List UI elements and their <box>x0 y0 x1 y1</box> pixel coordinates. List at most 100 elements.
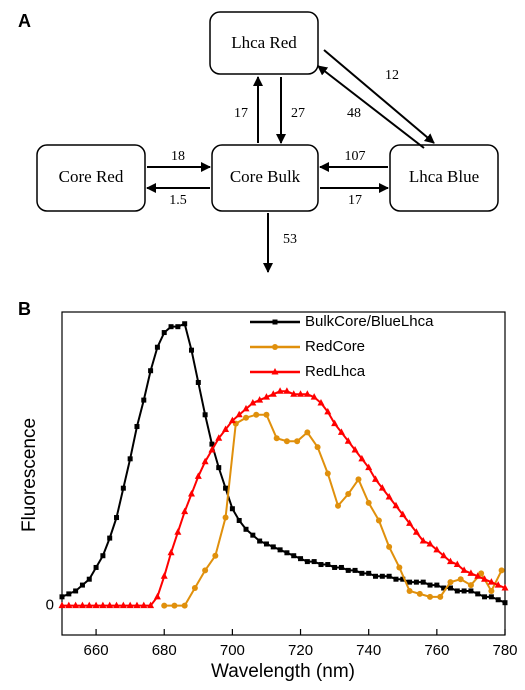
panel-label: B <box>18 299 31 319</box>
marker <box>337 428 345 435</box>
marker <box>345 567 351 573</box>
node-label: Lhca Blue <box>409 167 479 186</box>
marker <box>396 564 403 571</box>
legend-marker <box>272 319 278 325</box>
x-axis-label: Wavelength (nm) <box>211 661 355 682</box>
marker <box>407 579 413 585</box>
marker <box>153 592 161 600</box>
marker <box>344 437 352 444</box>
marker <box>335 502 342 509</box>
marker <box>501 584 509 591</box>
marker <box>65 601 73 609</box>
marker <box>461 588 467 594</box>
marker <box>488 594 494 600</box>
marker <box>175 324 181 330</box>
marker <box>99 601 107 609</box>
marker <box>148 368 154 374</box>
marker <box>420 579 426 585</box>
marker <box>359 570 365 576</box>
node: Lhca Blue <box>389 144 499 212</box>
node-label: Core Red <box>59 167 124 186</box>
marker <box>154 344 160 350</box>
x-tick-label: 700 <box>220 642 245 659</box>
marker <box>427 593 434 600</box>
marker <box>294 438 301 445</box>
series-line <box>164 413 503 607</box>
marker <box>140 601 148 609</box>
arrow <box>317 65 425 149</box>
marker <box>106 601 114 609</box>
marker <box>191 585 198 592</box>
marker <box>311 559 317 565</box>
marker <box>100 553 106 559</box>
marker <box>202 412 208 418</box>
marker <box>482 594 488 600</box>
node-label: Lhca Red <box>231 33 297 52</box>
marker <box>119 601 127 609</box>
marker <box>495 597 501 603</box>
marker <box>488 587 495 594</box>
marker <box>72 601 80 609</box>
marker <box>222 425 230 432</box>
marker <box>366 570 372 576</box>
legend-marker <box>271 368 279 375</box>
marker <box>212 552 219 559</box>
marker <box>228 416 236 424</box>
marker <box>113 601 121 609</box>
marker <box>358 454 366 462</box>
marker <box>324 470 331 477</box>
marker <box>373 573 379 579</box>
rate-label: 18 <box>171 149 185 164</box>
marker <box>194 472 202 479</box>
marker <box>433 545 441 553</box>
marker <box>86 576 92 582</box>
arrow <box>323 49 435 144</box>
marker <box>188 347 194 353</box>
marker <box>215 434 223 441</box>
marker <box>276 387 284 394</box>
marker <box>270 544 276 550</box>
x-tick-label: 660 <box>84 642 109 659</box>
marker <box>126 601 134 609</box>
marker <box>243 526 249 532</box>
marker <box>386 573 392 579</box>
marker <box>290 390 298 397</box>
marker <box>66 591 72 597</box>
marker <box>365 499 372 506</box>
y-tick-label: 0 <box>46 597 54 614</box>
x-tick-label: 760 <box>424 642 449 659</box>
marker <box>291 553 297 559</box>
rate-label: 12 <box>385 68 399 83</box>
marker <box>85 601 93 609</box>
marker <box>419 537 427 544</box>
marker <box>318 562 324 568</box>
marker <box>167 548 175 556</box>
marker <box>365 463 373 471</box>
marker <box>352 567 358 573</box>
marker <box>437 593 444 600</box>
marker <box>487 578 495 585</box>
marker <box>332 564 338 570</box>
marker <box>446 557 454 565</box>
legend-label: RedCore <box>305 338 365 355</box>
marker <box>127 456 133 462</box>
marker <box>79 582 85 588</box>
marker <box>457 576 464 583</box>
marker <box>243 414 250 421</box>
marker <box>427 582 433 588</box>
marker <box>379 573 385 579</box>
marker <box>474 572 482 579</box>
marker <box>338 564 344 570</box>
marker <box>426 539 434 547</box>
marker <box>475 591 481 597</box>
marker <box>325 562 331 568</box>
marker <box>202 567 209 574</box>
series-line <box>61 322 506 604</box>
marker <box>441 585 447 591</box>
marker <box>297 390 305 397</box>
marker <box>447 585 453 591</box>
marker <box>59 594 65 600</box>
marker <box>314 444 321 451</box>
marker <box>168 324 174 330</box>
